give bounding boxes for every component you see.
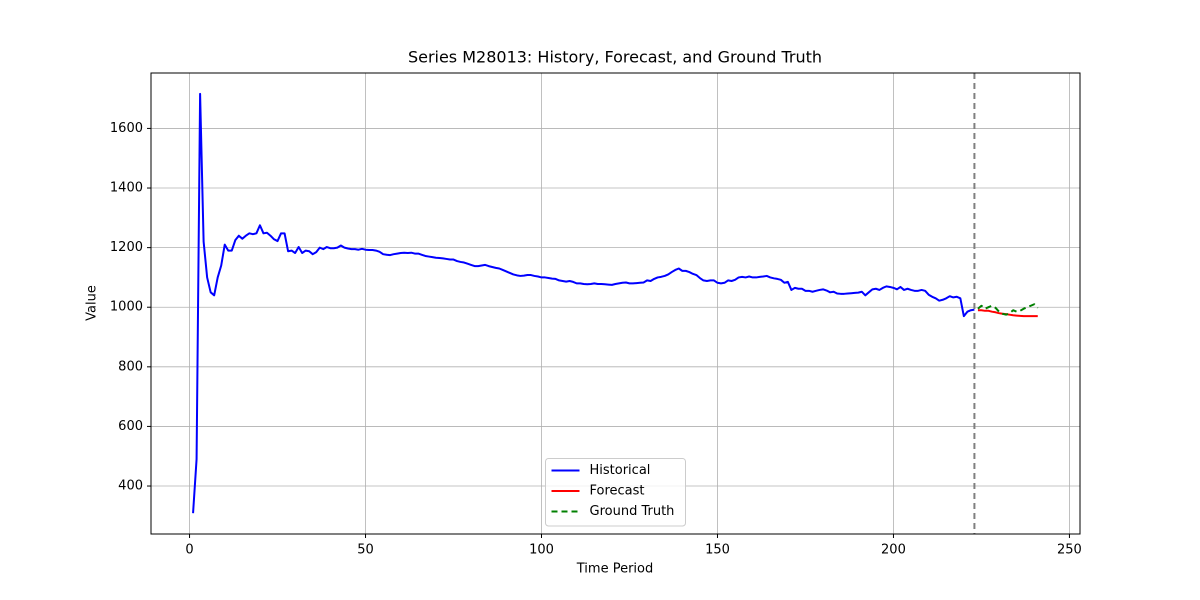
y-tick-label: 1600: [110, 121, 143, 136]
y-tick-label: 1000: [110, 300, 143, 315]
x-tick-label: 200: [881, 543, 906, 558]
x-tick-label: 250: [1057, 543, 1082, 558]
legend-label: Ground Truth: [590, 504, 675, 519]
x-axis-label: Time Period: [576, 562, 653, 577]
y-tick-label: 400: [118, 479, 143, 494]
x-tick-label: 100: [529, 543, 554, 558]
series-line: [977, 303, 1039, 316]
y-tick-label: 1400: [110, 181, 143, 196]
chart-title: Series M28013: History, Forecast, and Gr…: [408, 48, 822, 67]
plot-frame: [150, 72, 1081, 535]
legend-label: Historical: [590, 463, 651, 478]
legend-label: Forecast: [590, 484, 645, 499]
x-tick-label: 0: [185, 543, 193, 558]
x-tick-label: 150: [705, 543, 730, 558]
series-line: [192, 92, 975, 514]
y-axis-label: Value: [85, 285, 100, 321]
x-tick-label: 50: [357, 543, 374, 558]
y-tick-label: 600: [118, 419, 143, 434]
y-tick-label: 1200: [110, 240, 143, 255]
y-tick-label: 800: [118, 359, 143, 374]
legend-box: [545, 458, 686, 527]
